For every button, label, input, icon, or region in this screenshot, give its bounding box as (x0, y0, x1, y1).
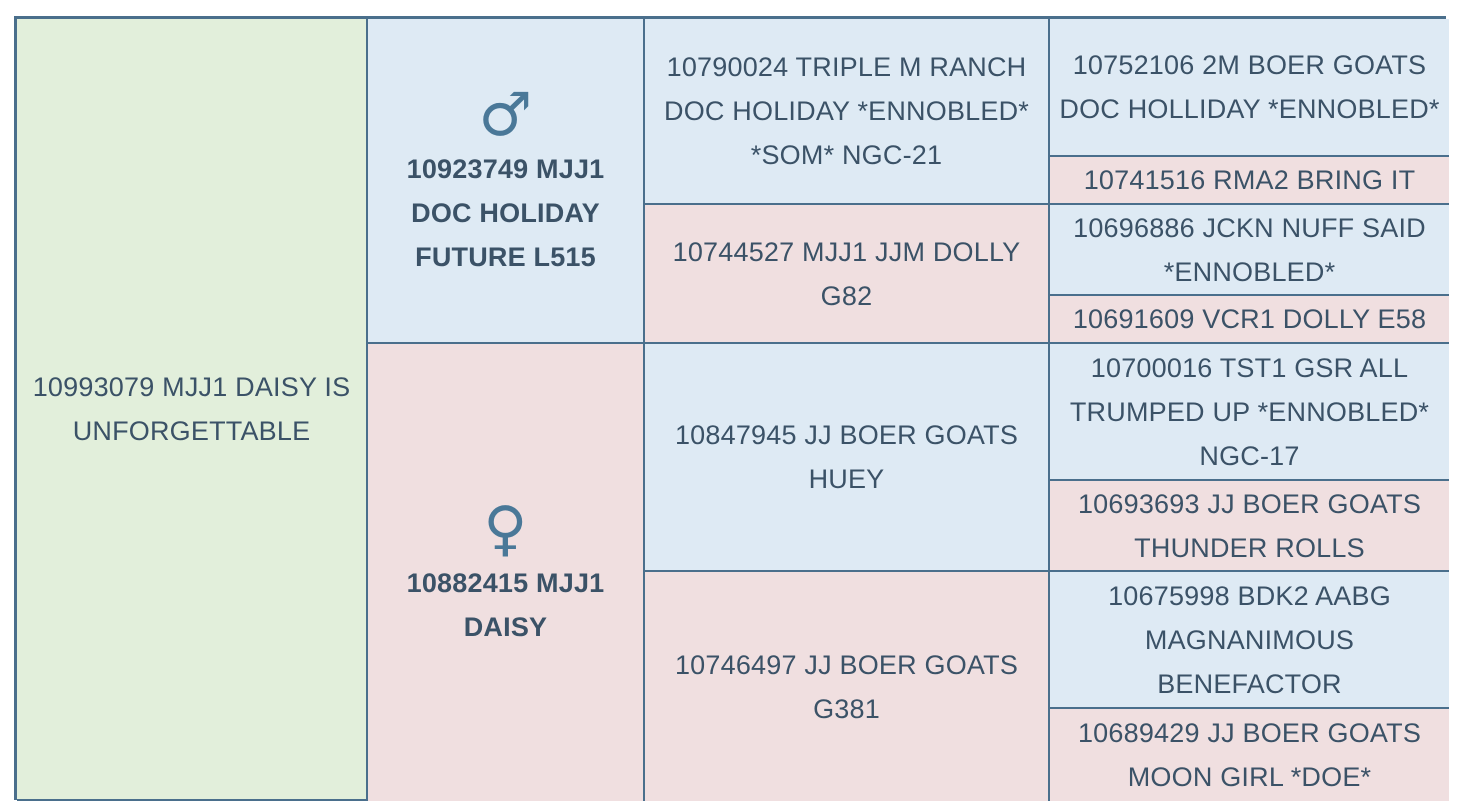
great-grandparent-cell: 10700016 TST1 GSR ALL TRUMPED UP *ENNOBL… (1050, 344, 1449, 481)
dam-name: 10882415 MJJ1 DAISY (406, 567, 605, 642)
sire-sire-name: 10790024 TRIPLE M RANCH DOC HOLIDAY *ENN… (664, 52, 1029, 170)
dam-dam-cell: 10746497 JJ BOER GOATS G381 (645, 572, 1050, 801)
sire-name: 10923749 MJJ1 DOC HOLIDAY FUTURE L515 (406, 153, 605, 272)
sire-dam-name: 10744527 MJJ1 JJM DOLLY G82 (672, 236, 1021, 311)
great-grandparent-cell: 10741516 RMA2 BRING IT (1050, 157, 1449, 205)
great-grandparent-name: 10693693 JJ BOER GOATS THUNDER ROLLS (1077, 488, 1422, 563)
dam-sire-name: 10847945 JJ BOER GOATS HUEY (674, 420, 1019, 494)
great-grandparent-name: 10675998 BDK2 AABG MAGNANIMOUS BENEFACTO… (1108, 580, 1391, 699)
dam-cell: ♀ 10882415 MJJ1 DAISY (368, 344, 645, 801)
female-symbol-icon: ♀ (483, 493, 528, 564)
great-grandparent-name: 10752106 2M BOER GOATS DOC HOLLIDAY *ENN… (1059, 50, 1440, 124)
pedigree-chart: 10993079 MJJ1 DAISY IS UNFORGETTABLE ♂ 1… (14, 16, 1449, 801)
great-grandparent-name: 10691609 VCR1 DOLLY E58 (1072, 304, 1427, 334)
subject-animal-cell: 10993079 MJJ1 DAISY IS UNFORGETTABLE (17, 19, 368, 801)
great-grandparent-name: 10696886 JCKN NUFF SAID *ENNOBLED* (1073, 212, 1426, 287)
great-grandparent-cell: 10693693 JJ BOER GOATS THUNDER ROLLS (1050, 481, 1449, 572)
dam-dam-name: 10746497 JJ BOER GOATS G381 (674, 649, 1019, 724)
sire-sire-cell: 10790024 TRIPLE M RANCH DOC HOLIDAY *ENN… (645, 19, 1050, 205)
great-grandparent-cell: 10689429 JJ BOER GOATS MOON GIRL *DOE* (1050, 709, 1449, 801)
male-symbol-icon: ♂ (478, 79, 533, 150)
great-grandparent-cell: 10696886 JCKN NUFF SAID *ENNOBLED* (1050, 205, 1449, 296)
great-grandparent-name: 10741516 RMA2 BRING IT (1083, 165, 1416, 195)
sire-cell: ♂ 10923749 MJJ1 DOC HOLIDAY FUTURE L515 (368, 19, 645, 344)
great-grandparent-name: 10700016 TST1 GSR ALL TRUMPED UP *ENNOBL… (1069, 352, 1430, 471)
subject-animal-name: 10993079 MJJ1 DAISY IS UNFORGETTABLE (32, 372, 351, 446)
great-grandparent-cell: 10752106 2M BOER GOATS DOC HOLLIDAY *ENN… (1050, 19, 1449, 157)
great-grandparent-cell: 10675998 BDK2 AABG MAGNANIMOUS BENEFACTO… (1050, 572, 1449, 709)
great-grandparent-name: 10689429 JJ BOER GOATS MOON GIRL *DOE* (1077, 718, 1422, 792)
great-grandparent-cell: 10691609 VCR1 DOLLY E58 (1050, 296, 1449, 344)
dam-sire-cell: 10847945 JJ BOER GOATS HUEY (645, 344, 1050, 572)
sire-dam-cell: 10744527 MJJ1 JJM DOLLY G82 (645, 205, 1050, 344)
